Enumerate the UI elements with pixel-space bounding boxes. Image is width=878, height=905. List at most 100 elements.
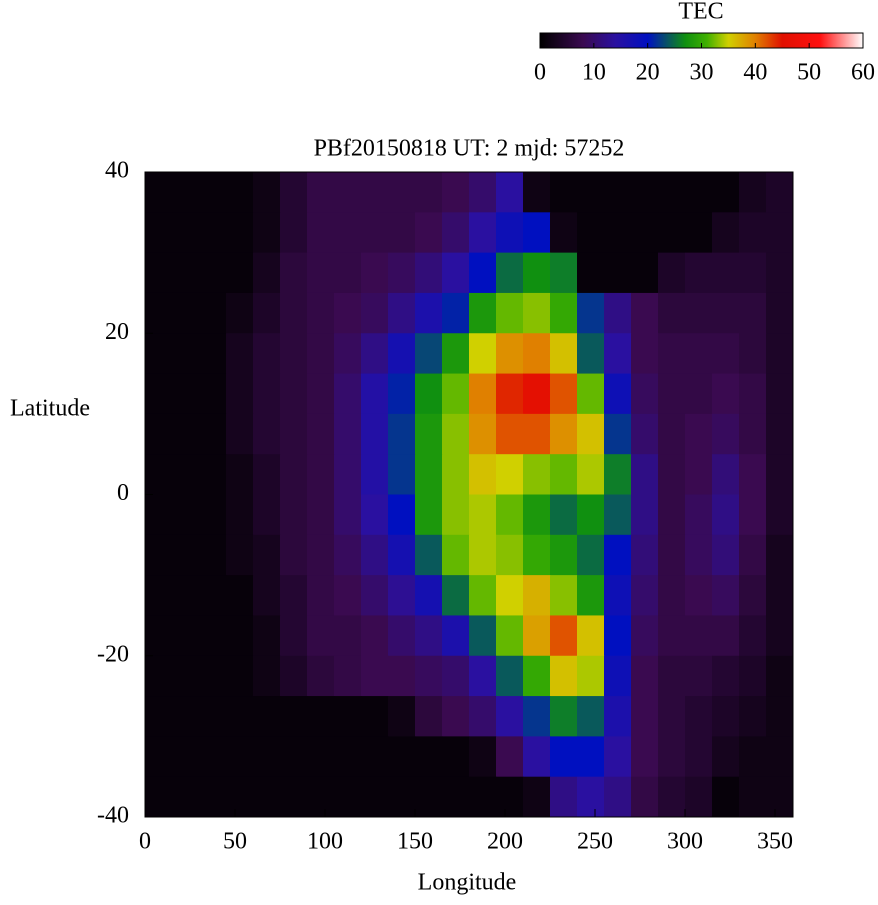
heat-cell — [199, 736, 227, 778]
heat-cell — [415, 575, 443, 616]
heat-cell — [766, 655, 794, 697]
heat-cell — [415, 212, 443, 254]
heat-cell — [280, 736, 308, 778]
heat-cell — [361, 494, 389, 536]
y-tick-label: 0 — [117, 480, 129, 506]
colorbar-tick-label: 40 — [743, 60, 767, 86]
heat-cell — [685, 776, 713, 818]
heat-cell — [658, 575, 686, 616]
x-tick-label: 300 — [667, 829, 703, 855]
heat-cell — [550, 292, 578, 334]
heat-cell — [415, 534, 443, 576]
heat-cell — [469, 413, 497, 455]
heat-cell — [361, 212, 389, 254]
heat-cell — [415, 172, 443, 213]
heat-cell — [280, 172, 308, 213]
heat-cell — [226, 333, 254, 375]
heat-cell — [361, 736, 389, 778]
y-tick-label: 40 — [105, 158, 129, 184]
heat-cell — [712, 736, 740, 778]
heat-cell — [469, 615, 497, 657]
heat-cell — [469, 736, 497, 778]
heat-cell — [523, 172, 551, 213]
heat-cell — [442, 575, 470, 616]
heat-cell — [712, 776, 740, 818]
heat-cell — [631, 736, 659, 778]
heat-cell — [172, 655, 200, 697]
heat-cell — [145, 373, 173, 415]
heat-cell — [685, 534, 713, 576]
heat-cell — [280, 696, 308, 737]
heat-cell — [199, 776, 227, 818]
heat-cell — [739, 494, 767, 536]
heat-cell — [334, 172, 362, 213]
heat-cell — [253, 696, 281, 737]
heat-cell — [604, 252, 632, 294]
heat-cell — [226, 212, 254, 254]
heat-cell — [442, 776, 470, 818]
heat-cell — [685, 615, 713, 657]
heat-cell — [685, 454, 713, 495]
heat-cell — [469, 212, 497, 254]
heat-cell — [604, 373, 632, 415]
heat-cell — [712, 373, 740, 415]
heat-cell — [172, 575, 200, 616]
heat-cell — [172, 776, 200, 818]
heat-cell — [442, 333, 470, 375]
heat-cell — [766, 494, 794, 536]
heat-cell — [685, 655, 713, 697]
heat-cell — [334, 292, 362, 334]
heat-cell — [226, 736, 254, 778]
heat-cell — [550, 373, 578, 415]
heat-cell — [442, 212, 470, 254]
heat-cell — [523, 494, 551, 536]
heat-cell — [739, 454, 767, 495]
heat-cell — [280, 454, 308, 495]
heat-cell — [685, 212, 713, 254]
heat-cell — [712, 252, 740, 294]
heat-cell — [496, 212, 524, 254]
heat-cell — [361, 454, 389, 495]
heat-cell — [388, 494, 416, 536]
heat-cell — [523, 454, 551, 495]
heat-cell — [226, 252, 254, 294]
heat-cell — [577, 696, 605, 737]
heat-cell — [307, 333, 335, 375]
heat-cell — [172, 534, 200, 576]
heat-cell — [496, 172, 524, 213]
heat-cell — [496, 736, 524, 778]
heat-cell — [226, 172, 254, 213]
heat-cell — [604, 454, 632, 495]
heat-cell — [496, 575, 524, 616]
heat-cell — [280, 776, 308, 818]
heat-cell — [253, 615, 281, 657]
heat-cell — [712, 534, 740, 576]
heat-cell — [361, 575, 389, 616]
heat-cell — [577, 776, 605, 818]
heat-cell — [523, 333, 551, 375]
heat-cell — [523, 615, 551, 657]
heat-cell — [577, 333, 605, 375]
heat-cell — [361, 534, 389, 576]
heat-cell — [253, 212, 281, 254]
heat-cell — [307, 776, 335, 818]
heat-cell — [253, 373, 281, 415]
heat-cell — [496, 292, 524, 334]
heat-cell — [712, 655, 740, 697]
colorbar-tick-label: 50 — [797, 60, 821, 86]
heat-cell — [280, 212, 308, 254]
heat-cell — [334, 454, 362, 495]
heat-cell — [685, 575, 713, 616]
heat-cell — [172, 615, 200, 657]
heat-cell — [712, 413, 740, 455]
heat-cell — [712, 696, 740, 737]
heat-cell — [604, 292, 632, 334]
heat-cell — [550, 655, 578, 697]
heat-cell — [307, 454, 335, 495]
heat-cell — [388, 212, 416, 254]
colorbar-tick-label: 0 — [534, 60, 546, 86]
heat-cell — [442, 696, 470, 737]
heat-cell — [280, 252, 308, 294]
heat-cell — [604, 615, 632, 657]
heat-cell — [739, 776, 767, 818]
